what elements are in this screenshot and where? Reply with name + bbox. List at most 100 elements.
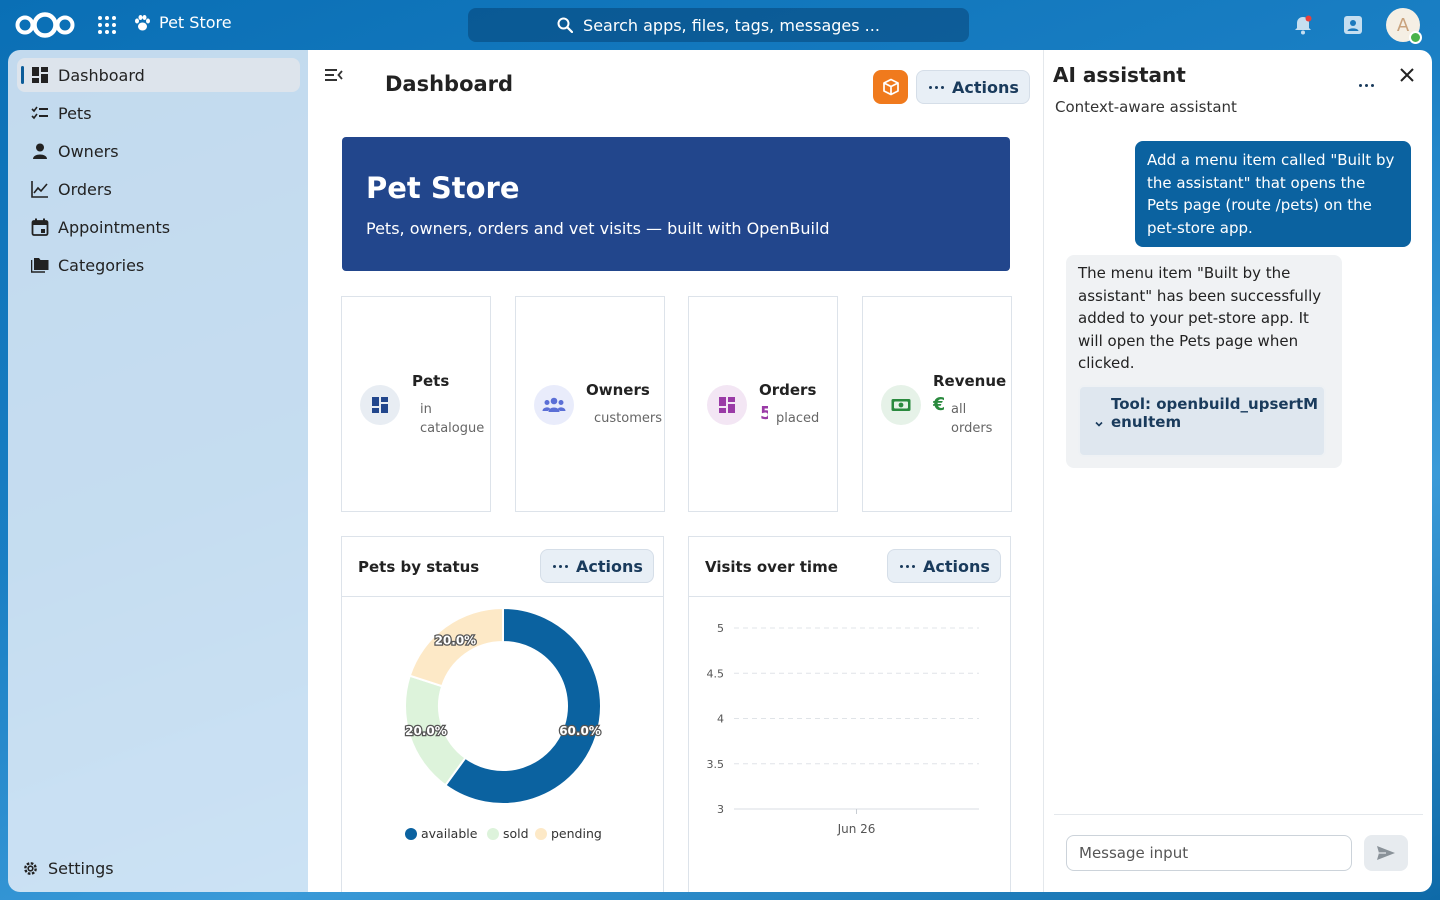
donut-slice-pending[interactable] bbox=[408, 606, 504, 688]
stat-sub: placed bbox=[776, 411, 820, 426]
search-icon bbox=[557, 17, 574, 33]
sidebar-settings[interactable]: Settings bbox=[22, 859, 114, 878]
y-tick-label: 3.5 bbox=[707, 758, 725, 771]
assistant-subtitle: Context-aware assistant bbox=[1055, 98, 1237, 116]
hero-banner: Pet Store Pets, owners, orders and vet v… bbox=[342, 137, 1010, 271]
search-placeholder: Search apps, files, tags, messages ... bbox=[583, 15, 880, 35]
dashboard-icon bbox=[707, 385, 747, 425]
dashboard-icon bbox=[32, 67, 48, 83]
folders-icon bbox=[31, 258, 49, 273]
chevron-down-icon bbox=[1095, 421, 1103, 427]
header-actions-button[interactable]: Actions bbox=[916, 70, 1030, 104]
sidebar-item-label: Owners bbox=[58, 141, 119, 161]
sidebar-item-owners[interactable]: Owners bbox=[17, 134, 300, 168]
actions-label: Actions bbox=[952, 77, 1019, 97]
openbuild-button[interactable] bbox=[873, 70, 908, 104]
current-app[interactable]: Pet Store bbox=[134, 13, 232, 32]
calendar-icon bbox=[31, 218, 49, 236]
stat-title: Revenue bbox=[933, 372, 1007, 390]
sidebar-item-appointments[interactable]: Appointments bbox=[17, 210, 300, 244]
y-tick-label: 3 bbox=[717, 803, 724, 816]
stat-value: 5 bbox=[760, 403, 768, 424]
more-dots-icon bbox=[900, 564, 915, 568]
sidebar-item-categories[interactable]: Categories bbox=[17, 248, 300, 282]
donut-slice-available[interactable] bbox=[443, 606, 602, 805]
stat-card-orders: Orders 5 placed bbox=[688, 296, 838, 512]
ai-assistant-panel: AI assistant Context-aware assistant Add… bbox=[1043, 50, 1432, 892]
hero-subtitle: Pets, owners, orders and vet visits — bu… bbox=[366, 219, 830, 238]
y-tick-label: 4 bbox=[717, 713, 724, 726]
donut-data-label: 60.0% bbox=[559, 724, 601, 738]
panel-title: Pets by status bbox=[358, 558, 480, 576]
stat-sub: all orders bbox=[951, 402, 993, 436]
avatar-initial: A bbox=[1396, 14, 1410, 36]
close-icon[interactable] bbox=[1398, 66, 1416, 84]
sidebar-item-label: Pets bbox=[58, 103, 92, 123]
top-bar: Pet Store Search apps, files, tags, mess… bbox=[0, 0, 1440, 50]
visits-actions-button[interactable]: Actions bbox=[887, 549, 1001, 583]
toggle-navigation-icon[interactable] bbox=[325, 67, 343, 83]
stat-title: Pets bbox=[412, 372, 450, 390]
assistant-more-button[interactable] bbox=[1359, 68, 1374, 102]
panel-header: Visits over time Actions bbox=[689, 537, 1010, 597]
y-tick-label: 4.5 bbox=[707, 667, 725, 680]
dashboard-icon bbox=[360, 385, 400, 425]
legend-item-sold[interactable]: sold bbox=[487, 826, 529, 841]
user-avatar[interactable]: A bbox=[1386, 8, 1422, 44]
more-dots-icon bbox=[553, 564, 568, 568]
assistant-message-text: The menu item "Built by the assistant" h… bbox=[1078, 264, 1322, 372]
send-button[interactable] bbox=[1364, 835, 1408, 871]
pets-status-donut-chart: 60.0% 20.0% 20.0% available sold pending bbox=[404, 606, 602, 841]
app-navigation: Dashboard Pets Owners Orders Appointment… bbox=[8, 50, 308, 892]
legend-label: sold bbox=[503, 826, 529, 841]
stat-card-pets: Pets in catalogue bbox=[341, 296, 491, 512]
page-title: Dashboard bbox=[385, 72, 514, 96]
checklist-icon bbox=[31, 106, 48, 120]
chart-line-icon bbox=[31, 181, 48, 198]
app-name-label: Pet Store bbox=[159, 13, 232, 32]
nextcloud-logo-icon[interactable] bbox=[14, 11, 76, 39]
donut-data-label: 20.0% bbox=[405, 724, 447, 738]
more-dots-icon bbox=[1359, 83, 1374, 87]
donut-data-label: 20.0% bbox=[435, 633, 477, 647]
sidebar-item-dashboard[interactable]: Dashboard bbox=[17, 58, 300, 92]
hero-title: Pet Store bbox=[366, 171, 520, 205]
more-dots-icon bbox=[929, 85, 944, 89]
visits-line-chart: 5 4.5 4 3.5 3 Jun 26 bbox=[707, 622, 979, 836]
group-icon bbox=[534, 385, 574, 425]
unified-search[interactable]: Search apps, files, tags, messages ... bbox=[468, 8, 969, 42]
actions-label: Actions bbox=[923, 556, 990, 576]
stat-title: Owners bbox=[586, 381, 650, 399]
sidebar-item-label: Dashboard bbox=[58, 65, 145, 85]
sidebar-item-pets[interactable]: Pets bbox=[17, 96, 300, 130]
sidebar-item-label: Orders bbox=[58, 179, 112, 199]
app-menu-icon[interactable] bbox=[98, 16, 116, 34]
stat-card-revenue: Revenue € all orders bbox=[862, 296, 1012, 512]
message-input[interactable]: Message input bbox=[1066, 835, 1352, 871]
sidebar-item-orders[interactable]: Orders bbox=[17, 172, 300, 206]
notifications-bell-icon[interactable] bbox=[1292, 14, 1314, 36]
assistant-title: AI assistant bbox=[1053, 63, 1186, 87]
cash-icon bbox=[881, 385, 921, 425]
legend-item-pending[interactable]: pending bbox=[535, 826, 602, 841]
legend-item-available[interactable]: available bbox=[405, 826, 478, 841]
stat-title: Orders bbox=[759, 381, 817, 399]
stat-sub: in catalogue bbox=[420, 402, 485, 436]
cube-icon bbox=[882, 78, 899, 96]
app-content: Dashboard Actions Pet Store Pets, owners… bbox=[308, 50, 1043, 892]
visits-over-time-panel: Visits over time Actions 5 4.5 4 3.5 3 Jun 2… bbox=[688, 536, 1011, 892]
gear-icon bbox=[24, 862, 37, 875]
contacts-icon[interactable] bbox=[1342, 14, 1364, 36]
status-actions-button[interactable]: Actions bbox=[540, 549, 654, 583]
y-tick-label: 5 bbox=[717, 622, 724, 635]
settings-label: Settings bbox=[48, 859, 114, 878]
panel-title: Visits over time bbox=[705, 558, 838, 576]
online-status-icon bbox=[1409, 31, 1422, 44]
tool-call-disclosure[interactable]: Tool: openbuild_upsertMenuItem bbox=[1078, 385, 1326, 457]
assistant-message: The menu item "Built by the assistant" h… bbox=[1066, 255, 1342, 468]
stat-sub: customers bbox=[594, 411, 662, 426]
sidebar-item-label: Categories bbox=[58, 255, 145, 275]
paw-icon bbox=[135, 14, 150, 30]
stat-value: € bbox=[933, 394, 944, 415]
pets-by-status-panel: Pets by status Actions 60.0% 20.0% 20.0% a… bbox=[341, 536, 664, 892]
